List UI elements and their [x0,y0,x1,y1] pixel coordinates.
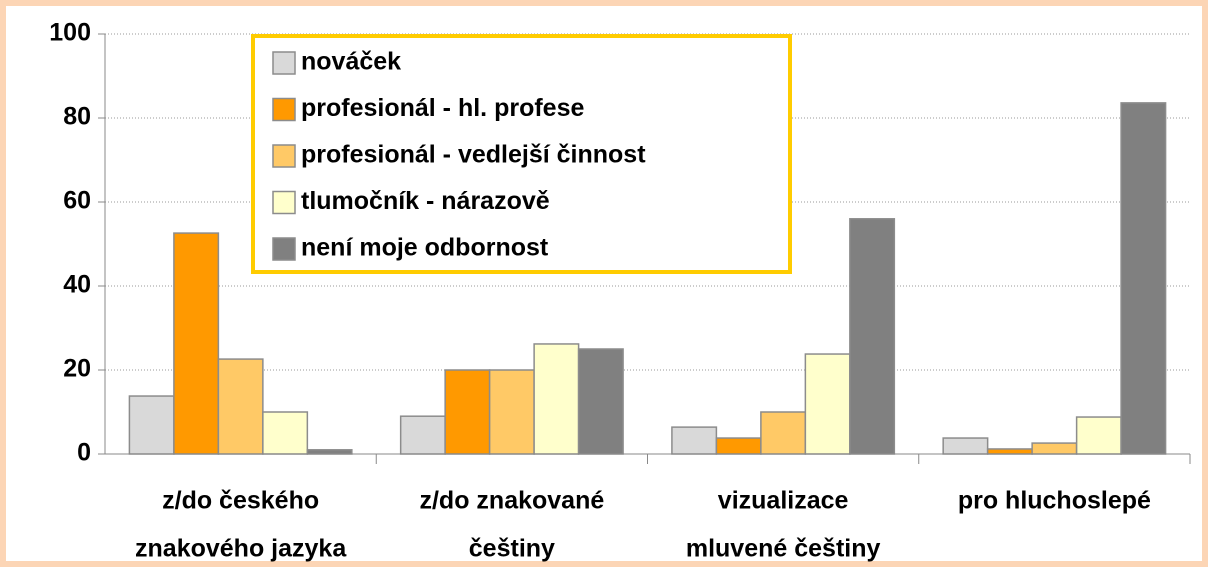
y-tick-label: 80 [63,103,91,131]
x-tick-label: češtiny [469,535,555,563]
y-tick-label: 0 [77,439,91,467]
legend-label: nováček [301,48,401,76]
bar [715,437,762,455]
bar [1075,416,1122,455]
y-tick-label: 20 [63,355,91,383]
legend-label: profesionál - vedlejší činnost [301,141,646,169]
legend-swatch [272,144,296,168]
bar [306,449,353,455]
bar [262,411,309,455]
legend-swatch [272,190,296,215]
bar [444,369,491,455]
bar [488,369,535,455]
legend-label: profesionál - hl. profese [301,94,584,122]
bar [849,218,896,455]
legend-swatch [272,51,296,75]
bar [1120,102,1167,455]
bar [760,411,807,455]
bar [533,343,580,455]
legend-label: tlumočník - nárazově [301,187,550,215]
x-tick-label: mluvené češtiny [686,535,881,563]
bar [1031,442,1078,455]
bar [399,415,446,455]
legend [251,34,792,274]
bar [173,232,220,455]
bar [217,358,264,455]
legend-swatch [272,97,296,122]
bar [942,437,989,455]
x-tick-label: z/do znakované [419,487,604,515]
bar [577,348,624,455]
legend-label: není moje odbornost [301,234,549,262]
x-tick-label: znakového jazyka [135,535,347,563]
bar [804,353,851,455]
x-tick-label: vizualizace [718,487,849,515]
x-tick-label: pro hluchoslepé [958,487,1151,515]
x-tick-label: z/do českého [162,487,319,515]
y-tick-label: 100 [49,19,91,47]
legend-swatch [272,237,296,261]
bar [128,395,175,455]
y-tick-label: 40 [63,271,91,299]
y-tick-label: 60 [63,187,91,215]
bar [986,448,1033,455]
bar [671,426,718,455]
